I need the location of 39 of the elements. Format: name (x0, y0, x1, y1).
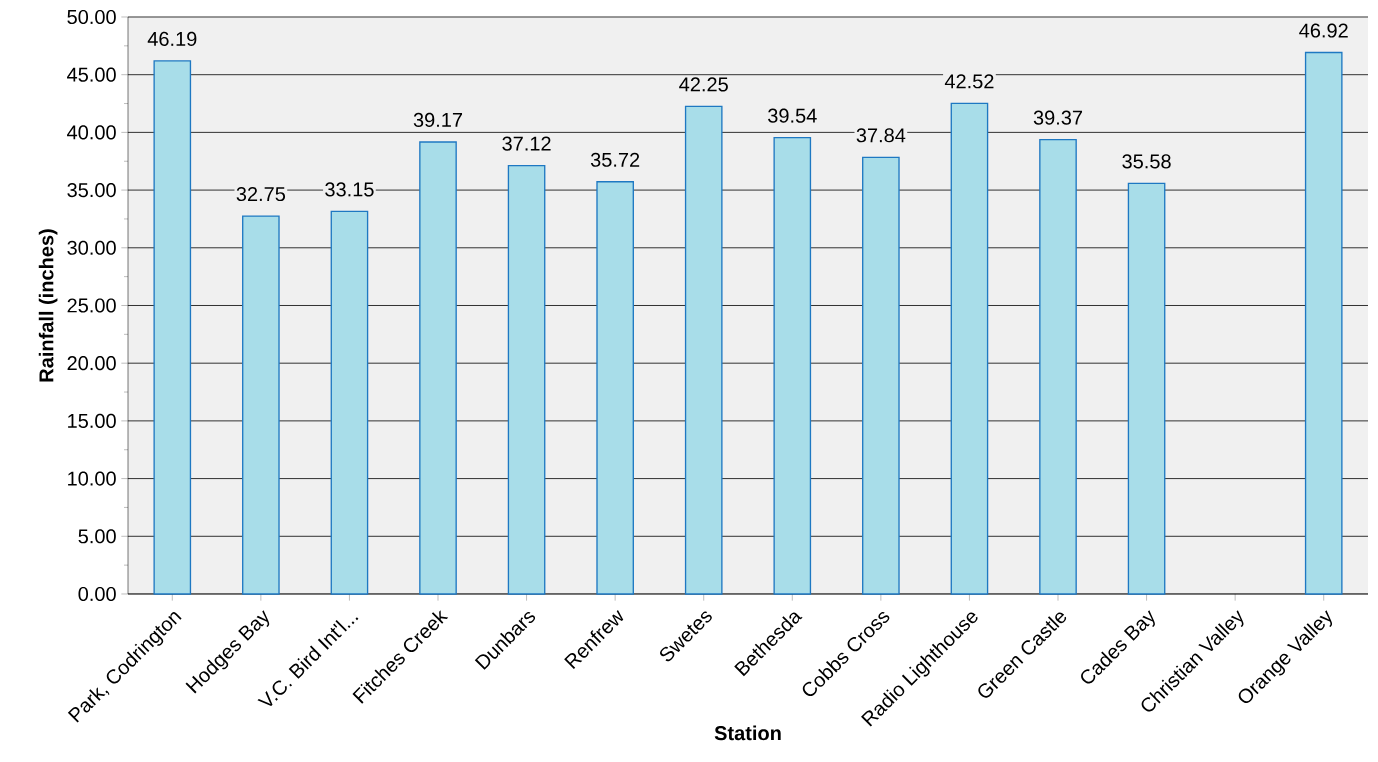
data-label: 46.92 (1299, 23, 1348, 38)
y-tick-label: 40.00 (67, 125, 116, 140)
data-label: 37.12 (502, 136, 551, 151)
x-axis-title: Station (714, 725, 781, 741)
y-axis-title: Rainfall (inches) (38, 229, 58, 382)
data-label: 39.17 (413, 112, 463, 128)
y-tick-label: 50.00 (67, 9, 116, 25)
y-tick-label: 5.00 (78, 529, 116, 544)
data-label: 32.75 (236, 186, 286, 202)
bar (596, 181, 634, 595)
data-label: 33.15 (325, 182, 374, 197)
y-tick-label: 0.00 (78, 586, 116, 602)
y-tick-label: 25.00 (67, 298, 116, 313)
bar (950, 102, 989, 595)
data-label: 42.52 (944, 74, 994, 89)
y-tick-label: 10.00 (68, 471, 116, 486)
bar (507, 164, 546, 595)
data-label: 35.58 (1122, 154, 1171, 169)
data-label: 42.25 (679, 77, 728, 92)
data-label: 37.84 (856, 128, 906, 143)
bar (153, 60, 192, 595)
data-label: 35.72 (590, 152, 640, 167)
y-tick-label: 15.00 (68, 413, 116, 428)
bar (419, 141, 457, 595)
y-tick-label: 20.00 (67, 356, 116, 371)
bar (862, 156, 900, 595)
bar (773, 137, 812, 595)
y-tick-label: 35.00 (67, 183, 116, 198)
data-label: 39.37 (1033, 110, 1083, 125)
bar (330, 210, 369, 595)
y-tick-label: 30.00 (67, 240, 116, 255)
bar (1304, 51, 1343, 595)
bar (1127, 182, 1166, 595)
bar (1039, 138, 1077, 595)
bar (242, 215, 280, 595)
bar (684, 105, 723, 595)
y-tick-label: 45.00 (67, 67, 116, 82)
data-label: 46.19 (147, 31, 197, 47)
data-label: 39.54 (768, 108, 817, 123)
